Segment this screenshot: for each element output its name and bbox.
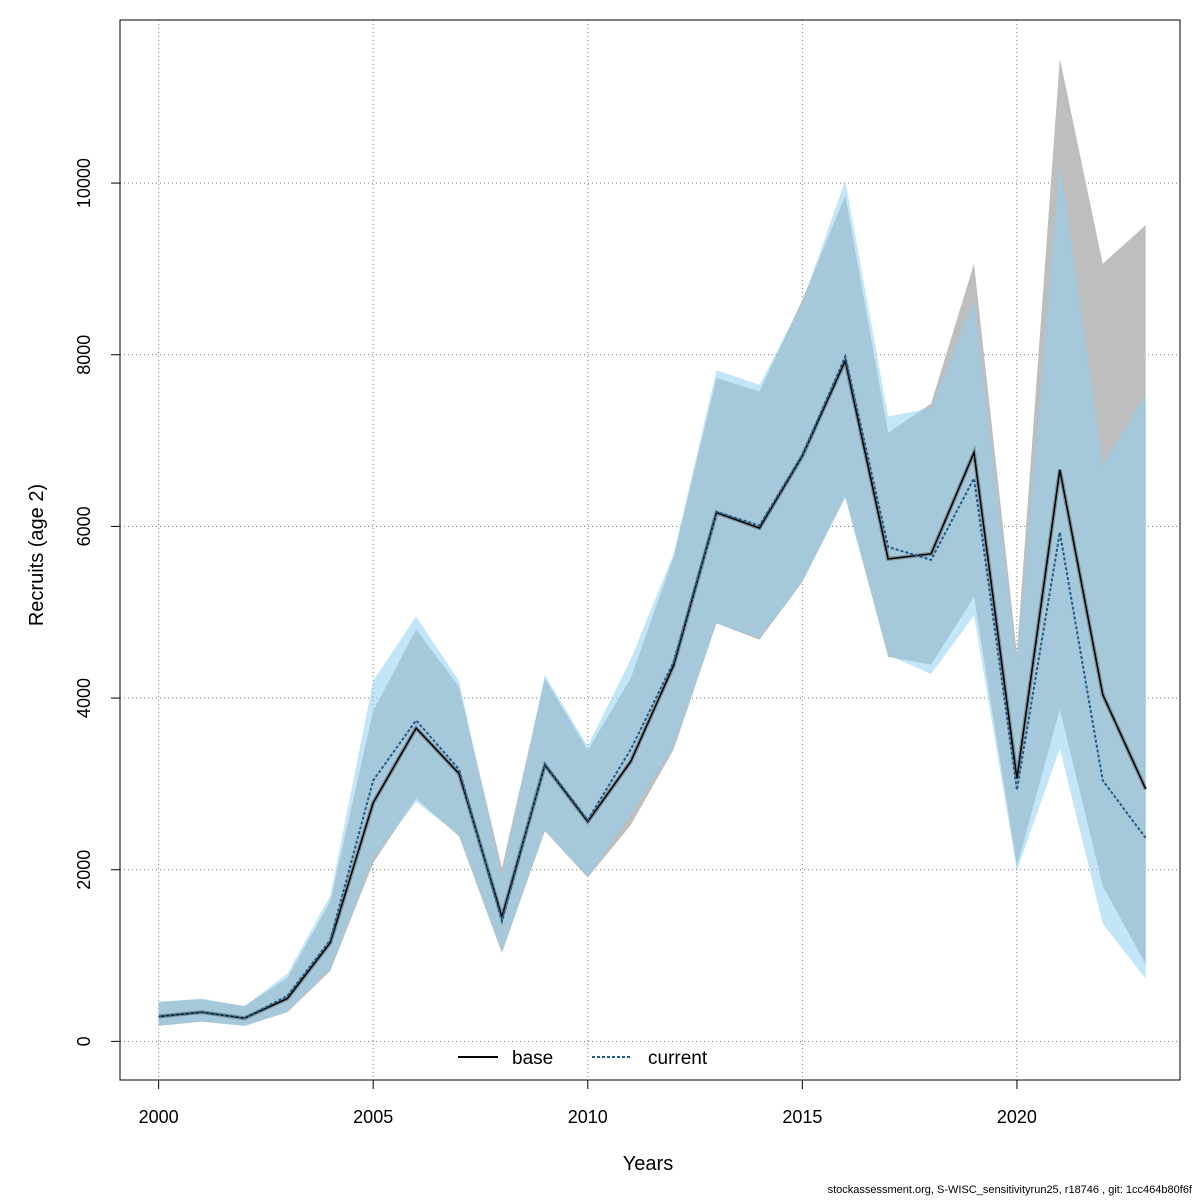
y-tick-label-3: 6000 — [74, 506, 94, 546]
y-axis: 0 2000 4000 6000 8000 10000 — [74, 158, 121, 1046]
y-tick-label-5: 10000 — [74, 158, 94, 208]
band-current — [158, 163, 1146, 1026]
y-tick-label-1: 2000 — [74, 850, 94, 890]
line-current — [158, 353, 1147, 1020]
x-tick-label-2: 2010 — [568, 1107, 608, 1127]
x-axis: 2000 2005 2010 2015 2020 — [139, 1079, 1037, 1127]
series-lines — [158, 353, 1148, 1021]
line-base — [158, 358, 1147, 1019]
y-tick-label-2: 4000 — [74, 678, 94, 718]
x-tick-label-1: 2005 — [353, 1107, 393, 1127]
x-axis-title: Years — [623, 1153, 673, 1175]
x-tick-label-0: 2000 — [139, 1107, 179, 1127]
confidence-bands — [158, 58, 1146, 1026]
legend-label-base: base — [512, 1048, 553, 1069]
x-tick-label-3: 2015 — [782, 1107, 822, 1127]
footer-credit: stockassessment.org, S-WISC_sensitivityr… — [827, 1184, 1192, 1196]
legend-label-current: current — [648, 1048, 708, 1069]
x-tick-label-4: 2020 — [997, 1107, 1037, 1127]
y-axis-title: Recruits (age 2) — [26, 484, 48, 626]
legend: base current — [458, 1048, 708, 1069]
y-tick-label-4: 8000 — [74, 335, 94, 375]
plot-frame — [119, 19, 1181, 1081]
y-tick-label-0: 0 — [74, 1036, 94, 1046]
grid-lines — [120, 20, 1180, 1080]
